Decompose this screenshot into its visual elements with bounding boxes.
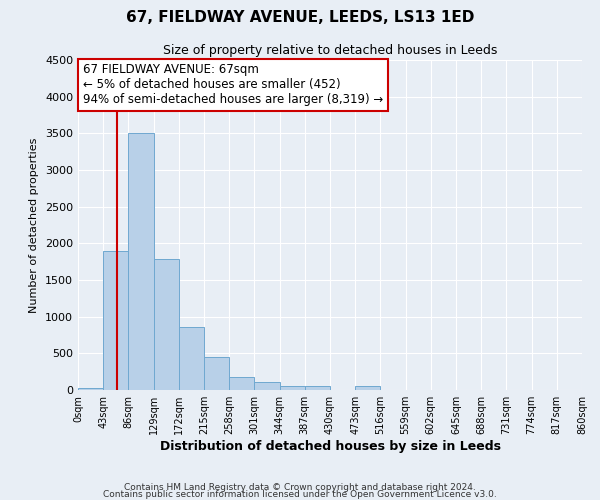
Bar <box>229 377 254 390</box>
Title: Size of property relative to detached houses in Leeds: Size of property relative to detached ho… <box>163 44 497 58</box>
Bar <box>305 386 330 390</box>
Bar <box>179 327 204 390</box>
Bar <box>204 357 229 390</box>
Bar <box>78 388 103 390</box>
Y-axis label: Number of detached properties: Number of detached properties <box>29 138 40 312</box>
Bar <box>254 382 280 390</box>
Bar <box>154 260 179 390</box>
X-axis label: Distribution of detached houses by size in Leeds: Distribution of detached houses by size … <box>160 440 500 453</box>
Bar <box>355 386 380 390</box>
Text: Contains public sector information licensed under the Open Government Licence v3: Contains public sector information licen… <box>103 490 497 499</box>
Bar <box>280 386 305 390</box>
Text: 67 FIELDWAY AVENUE: 67sqm
← 5% of detached houses are smaller (452)
94% of semi-: 67 FIELDWAY AVENUE: 67sqm ← 5% of detach… <box>83 64 383 106</box>
Text: 67, FIELDWAY AVENUE, LEEDS, LS13 1ED: 67, FIELDWAY AVENUE, LEEDS, LS13 1ED <box>126 10 474 25</box>
Bar <box>103 250 128 390</box>
Text: Contains HM Land Registry data © Crown copyright and database right 2024.: Contains HM Land Registry data © Crown c… <box>124 484 476 492</box>
Bar <box>128 134 154 390</box>
